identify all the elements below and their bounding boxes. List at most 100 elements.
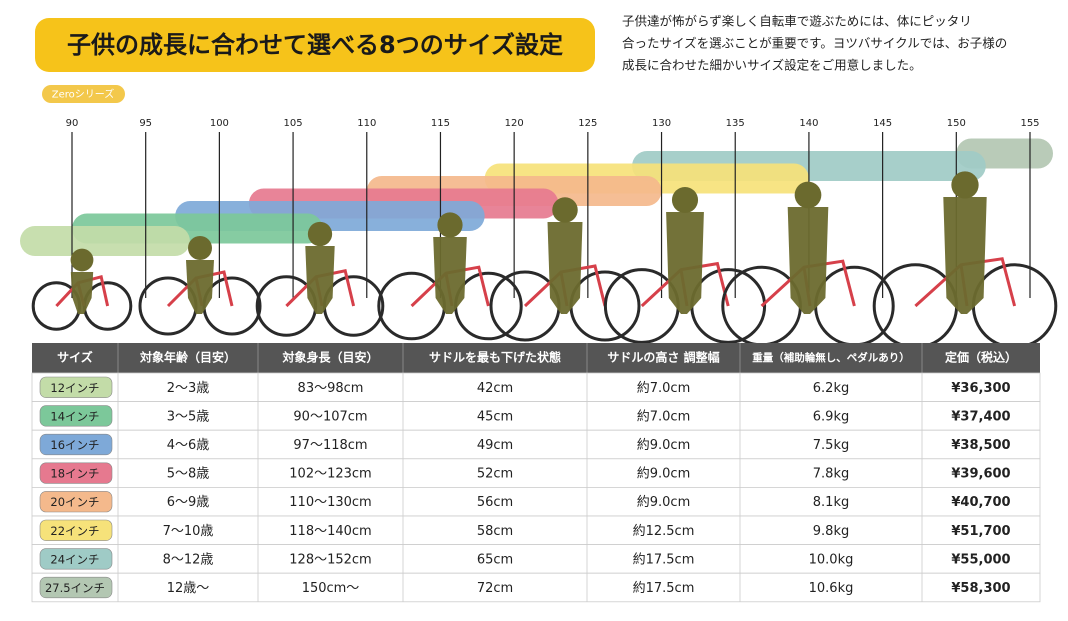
table-cell: 102〜123cm [289, 467, 371, 482]
table-cell: 約7.0cm [637, 381, 691, 396]
table-cell: 9.8kg [813, 524, 849, 539]
table-cell: ¥38,500 [951, 438, 1010, 453]
table-cell: ¥55,000 [951, 552, 1010, 567]
head [794, 181, 822, 209]
column-header: サイズ [57, 350, 93, 365]
table-row [31, 486, 1041, 517]
scale-label: 140 [799, 118, 818, 129]
body [305, 246, 335, 314]
description: 子供達が怖がらず楽しく自転車で遊ぶためには、体にピッタリ [622, 14, 972, 29]
table-cell: 45cm [477, 409, 513, 424]
scale-label: 135 [726, 118, 745, 129]
table-cell: 約9.0cm [637, 495, 691, 510]
table-cell: 6.2kg [813, 381, 849, 396]
table-cell: 24インチ [50, 552, 99, 566]
scale-label: 100 [210, 118, 229, 129]
body [70, 272, 94, 314]
scale-label: 115 [431, 118, 450, 129]
scale-label: 120 [505, 118, 524, 129]
table-cell: 6.9kg [813, 409, 849, 424]
scale-label: 130 [652, 118, 671, 129]
size-pill [39, 462, 113, 484]
table-cell: 7.5kg [813, 438, 849, 453]
silhouettes [31, 171, 1058, 349]
scale-label: 125 [578, 118, 597, 129]
size-table: サイズ 対象年齢（目安） 対象身長（目安） サドルを最も下げた状態 サドルの高さ 調整幅… [31, 343, 1041, 603]
table-cell: 118〜140cm [289, 524, 371, 539]
body [787, 207, 829, 314]
table-cell: 2〜3歳 [167, 381, 210, 396]
table-cell: 14インチ [50, 409, 99, 423]
table-row [31, 458, 1041, 488]
table-cell: 約12.5cm [633, 524, 695, 539]
column-header: 定価（税込） [945, 350, 1017, 365]
table-cell: 12歳〜 [167, 581, 210, 596]
head [552, 197, 578, 223]
scale-label: 155 [1020, 118, 1039, 129]
head [188, 236, 212, 260]
size-pill [39, 519, 113, 541]
body [433, 237, 467, 314]
table-cell: 97〜118cm [293, 438, 367, 453]
title-box [35, 18, 595, 72]
column-header: サドルを最も下げた状態 [429, 350, 561, 365]
table-header-bg [32, 343, 1040, 373]
badge [42, 85, 125, 103]
scale-label: 150 [947, 118, 966, 129]
table-cell: 110〜130cm [289, 495, 371, 510]
scale-label: 105 [284, 118, 303, 129]
size-pill [39, 376, 113, 398]
body [666, 212, 704, 314]
size-pill [39, 405, 113, 427]
table-cell: 58cm [477, 524, 513, 539]
table-cell: 約17.5cm [633, 581, 695, 596]
scale-label: 90 [66, 118, 79, 129]
bands [20, 138, 1053, 256]
size-pill [39, 491, 113, 513]
table-cell: ¥37,400 [951, 409, 1010, 424]
table-cell: 約17.5cm [633, 552, 695, 567]
body [186, 260, 214, 314]
table-cell: 8〜12歳 [163, 552, 214, 567]
title: 子供の成長に合わせて選べる8つのサイズ設定 [67, 31, 563, 59]
table-cell: 18インチ [50, 467, 99, 481]
table-cell: 8.1kg [813, 495, 849, 510]
body [943, 197, 987, 314]
table-cell: 27.5インチ [45, 581, 105, 595]
size-pill [39, 433, 113, 456]
table-cell: ¥40,700 [951, 495, 1010, 510]
table-cell: 56cm [477, 495, 513, 510]
size-pill [39, 548, 113, 570]
table-cell: 約9.0cm [637, 438, 691, 453]
table-cell: 7〜10歳 [163, 524, 214, 539]
table-row [31, 401, 1041, 431]
table-cell: 10.6kg [809, 581, 854, 596]
table-cell: 42cm [477, 381, 513, 396]
wheel [454, 271, 523, 341]
table-cell: 約7.0cm [637, 409, 691, 424]
scale-label: 145 [873, 118, 892, 129]
table-cell: ¥36,300 [951, 381, 1010, 396]
table-cell: 72cm [477, 581, 513, 596]
table-cell: 4〜6歳 [167, 438, 210, 453]
column-header: サドルの高さ 調整幅 [607, 350, 719, 365]
table-cell: 22インチ [50, 524, 99, 538]
table-cell: 52cm [477, 467, 513, 482]
body [547, 222, 583, 314]
head [307, 221, 333, 247]
table-cell: 150cm〜 [302, 581, 360, 596]
badge-label: Zeroシリーズ [52, 88, 115, 101]
table-cell: 6〜9歳 [167, 495, 210, 510]
table-cell: ¥58,300 [951, 581, 1010, 596]
description: 合ったサイズを選ぶことが重要です。ヨツバサイクルでは、お子様の [622, 36, 1007, 51]
head [437, 212, 463, 238]
head [671, 186, 699, 214]
table-cell: 10.0kg [809, 552, 854, 567]
table-cell: 20インチ [50, 495, 99, 509]
size-pill [39, 576, 113, 599]
table-cell: 90〜107cm [293, 409, 367, 424]
column-header: 重量（補助輪無し、ペダルあり） [752, 351, 910, 364]
table-cell: ¥39,600 [951, 467, 1010, 482]
height-band [20, 226, 190, 256]
